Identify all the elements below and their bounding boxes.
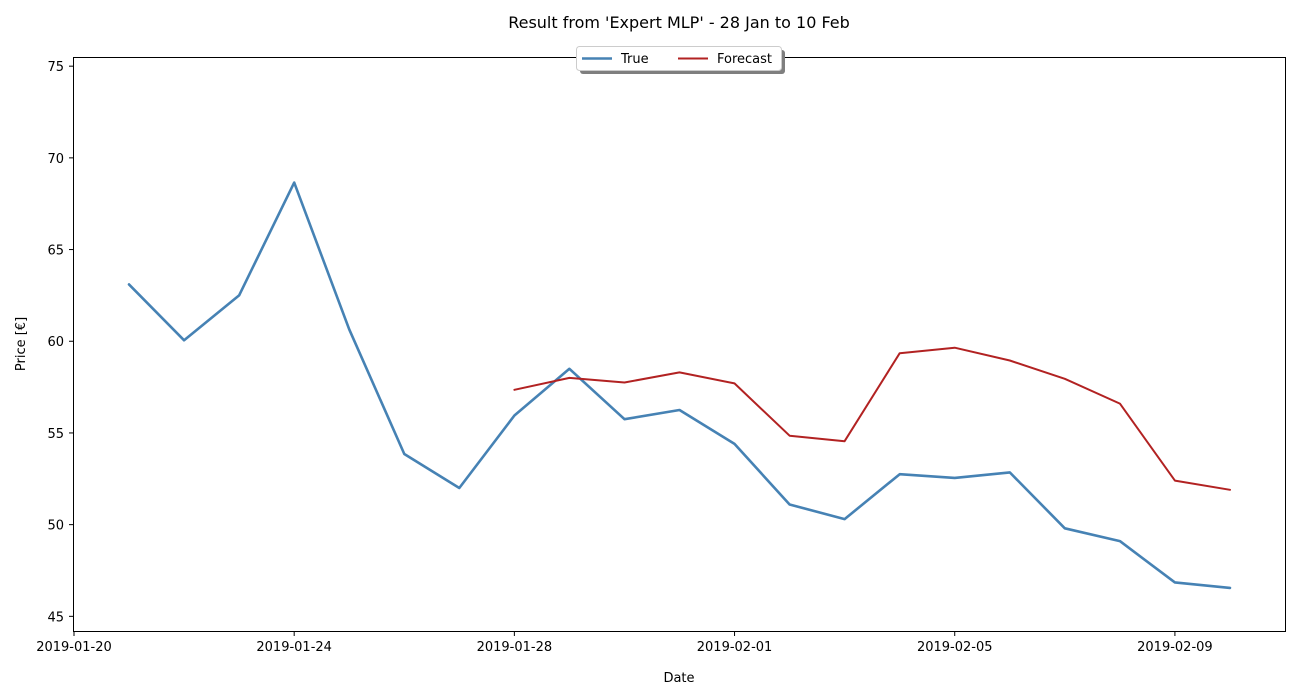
x-axis-label: Date: [663, 671, 694, 686]
y-axis-label: Price [€]: [14, 317, 29, 371]
y-tick-label: 50: [47, 519, 64, 534]
series-layer: [127, 181, 1232, 590]
x-tick-label: 2019-01-28: [477, 640, 553, 655]
series-line-true: [127, 181, 1232, 590]
y-tick-label: 45: [47, 610, 64, 625]
legend-label-true: True: [620, 52, 649, 67]
x-tick-label: 2019-02-09: [1137, 640, 1213, 655]
legend-label-forecast: Forecast: [717, 52, 772, 67]
x-tick-label: 2019-02-01: [697, 640, 773, 655]
y-tick-label: 55: [47, 427, 64, 442]
y-tick-label: 70: [47, 152, 64, 167]
y-tick-label: 75: [47, 60, 64, 75]
chart-title: Result from 'Expert MLP' - 28 Jan to 10 …: [508, 13, 850, 32]
y-axis: 45 50 55 60 65 70 75: [47, 60, 74, 625]
x-tick-label: 2019-01-24: [256, 640, 332, 655]
x-axis: 2019-01-20 2019-01-24 2019-01-28 2019-02-01…: [36, 631, 1213, 655]
y-tick-label: 60: [47, 335, 64, 350]
y-tick-label: 65: [47, 244, 64, 259]
series-line-forecast: [513, 346, 1231, 491]
x-tick-label: 2019-01-20: [36, 640, 112, 655]
x-tick-label: 2019-02-05: [917, 640, 993, 655]
legend: True Forecast: [576, 46, 785, 74]
